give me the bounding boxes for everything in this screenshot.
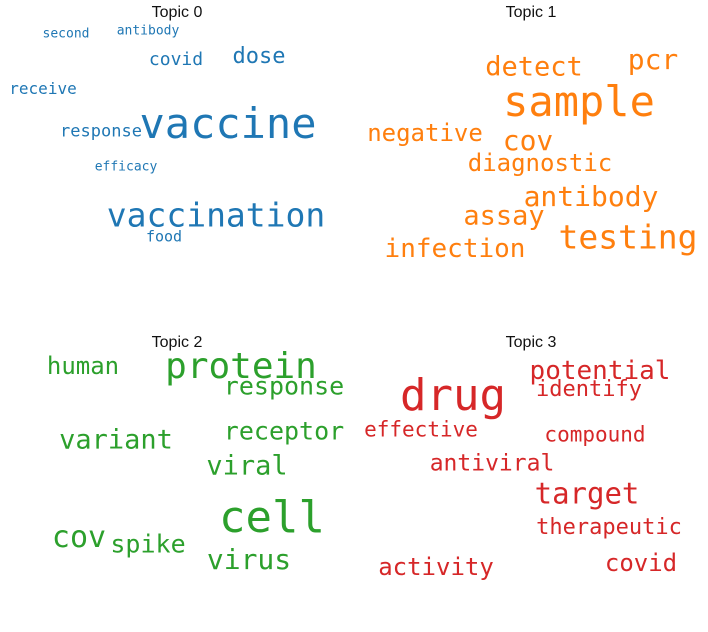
word: sample xyxy=(503,77,655,126)
topic-title: Topic 0 xyxy=(151,4,203,21)
word: compound xyxy=(544,422,646,447)
word: antibody xyxy=(523,180,659,213)
word: diagnostic xyxy=(467,149,613,177)
word: covid xyxy=(604,549,678,577)
word: variant xyxy=(59,424,173,456)
word: receptor xyxy=(223,416,345,446)
topic-title: Topic 2 xyxy=(151,334,203,351)
word: pcr xyxy=(627,43,679,76)
word: virus xyxy=(206,543,292,576)
word: efficacy xyxy=(94,159,158,175)
word: potential xyxy=(529,356,671,386)
word: vaccine xyxy=(139,99,317,148)
word: negative xyxy=(367,119,483,147)
word: assay xyxy=(463,200,545,232)
word: cov xyxy=(51,520,107,555)
word: food xyxy=(145,227,183,246)
word: antiviral xyxy=(429,450,555,477)
word: antibody xyxy=(116,23,180,39)
word: infection xyxy=(384,234,526,264)
word: activity xyxy=(378,553,494,581)
word: target xyxy=(534,476,640,511)
topic-panel-1: Topic 1 sample testing cov detect pcr ne… xyxy=(354,0,708,302)
topic-panel-0: Topic 0 vaccine vaccination dose covid r… xyxy=(0,0,354,302)
word: identify xyxy=(536,377,642,402)
word: protein xyxy=(165,346,317,387)
word: second xyxy=(42,26,90,42)
word: vaccination xyxy=(106,195,326,235)
word: receive xyxy=(9,79,77,98)
word: cov xyxy=(502,124,554,157)
word: drug xyxy=(400,370,506,421)
topic-title: Topic 1 xyxy=(505,4,557,21)
word: testing xyxy=(558,217,698,257)
word: response xyxy=(60,121,142,142)
topic-title: Topic 3 xyxy=(505,334,557,351)
word: covid xyxy=(148,49,204,70)
topic-panel-2: Topic 2 cell protein human response vari… xyxy=(0,330,354,632)
word: spike xyxy=(110,529,186,559)
word: effective xyxy=(364,417,478,442)
word: response xyxy=(223,371,345,401)
word: dose xyxy=(232,44,286,69)
topic-panel-3: Topic 3 drug potential identify effectiv… xyxy=(354,330,708,632)
word: therapeutic xyxy=(536,515,682,540)
word: detect xyxy=(485,51,583,83)
word: viral xyxy=(206,450,288,482)
word: cell xyxy=(219,492,325,543)
word: human xyxy=(46,352,120,380)
